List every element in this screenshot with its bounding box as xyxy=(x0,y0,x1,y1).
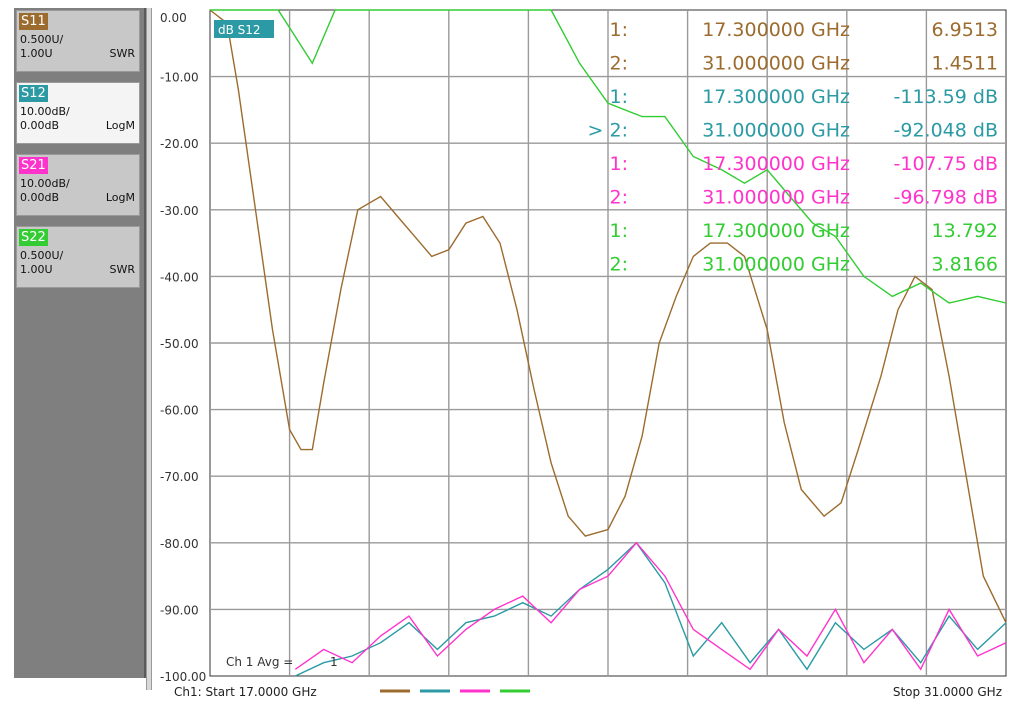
marker-index: 1: xyxy=(610,86,629,108)
trace-scale-s11: 0.500U/ xyxy=(20,33,64,46)
trace-line-s12 xyxy=(295,541,1007,677)
marker-index: 2: xyxy=(610,254,629,276)
y-tick-label: -50.00 xyxy=(160,337,199,351)
average-label: Ch 1 Avg = xyxy=(226,655,293,669)
marker-value: 6.9513 xyxy=(932,19,998,41)
marker-frequency: 17.300000 GHz xyxy=(702,86,850,108)
trace-button-s22[interactable]: S22 0.500U/ 1.00U SWR xyxy=(16,226,140,288)
marker-frequency: 31.000000 GHz xyxy=(702,120,850,142)
y-tick-label: -30.00 xyxy=(160,204,199,218)
marker-index: 1: xyxy=(610,153,629,175)
trace-name-s11: S11 xyxy=(19,13,48,30)
marker-value: -96.798 dB xyxy=(894,187,998,209)
trace-lines xyxy=(209,9,1007,677)
marker-value: 13.792 xyxy=(932,220,998,242)
trace-ref-s12: 0.00dB xyxy=(20,119,60,132)
marker-frequency: 31.000000 GHz xyxy=(702,53,850,75)
marker-frequency: 17.300000 GHz xyxy=(702,220,850,242)
marker-index: 2: xyxy=(610,53,629,75)
trace-format-s21: LogM xyxy=(105,191,135,204)
y-tick-label: -100.00 xyxy=(160,670,206,684)
stop-frequency: Stop 31.0000 GHz xyxy=(893,685,1002,699)
active-trace-badge xyxy=(214,20,274,38)
panel-divider[interactable] xyxy=(146,8,152,690)
trace-line-s21 xyxy=(294,541,1007,671)
trace-button-s21[interactable]: S21 10.00dB/ 0.00dB LogM xyxy=(16,154,140,216)
marker-frequency: 31.000000 GHz xyxy=(702,254,850,276)
y-tick-labels: 0.00 -10.00 -20.00 -30.00 -40.00 -50.00 -60.00… xyxy=(160,11,206,684)
trace-format-s22: SWR xyxy=(109,263,135,276)
y-tick-label: -40.00 xyxy=(160,270,199,284)
trace-scale-s22: 0.500U/ xyxy=(20,249,64,262)
marker-index: 1: xyxy=(610,19,629,41)
trace-format-s12: LogM xyxy=(105,119,135,132)
y-tick-label: -90.00 xyxy=(160,603,199,617)
trace-ref-s21: 0.00dB xyxy=(20,191,60,204)
marker-index: 1: xyxy=(610,220,629,242)
marker-frequency: 17.300000 GHz xyxy=(702,19,850,41)
average-value: 1 xyxy=(330,655,338,669)
marker-value: 3.8166 xyxy=(932,254,998,276)
marker-frequency: 31.000000 GHz xyxy=(702,187,850,209)
marker-value: -92.048 dB xyxy=(894,120,998,142)
trace-name-s22: S22 xyxy=(19,229,48,246)
trace-line-s11 xyxy=(209,9,1007,624)
start-frequency: Ch1: Start 17.0000 GHz xyxy=(174,685,317,699)
trace-ref-s11: 1.00U xyxy=(20,47,53,60)
trace-line-s22 xyxy=(210,9,1007,304)
y-tick-label: -60.00 xyxy=(160,404,199,418)
grid xyxy=(209,9,1007,677)
status-bar: Ch1: Start 17.0000 GHz Stop 31.0000 GHz xyxy=(174,685,1002,699)
y-tick-label: 0.00 xyxy=(160,11,187,25)
trace-scale-s12: 10.00dB/ xyxy=(20,105,70,118)
trace-button-s12[interactable]: S12 10.00dB/ 0.00dB LogM xyxy=(16,82,140,144)
trace-format-s11: SWR xyxy=(109,47,135,60)
trace-panel: S11 0.500U/ 1.00U SWR S12 10.00dB/ 0.00d… xyxy=(14,8,146,678)
marker-index: 2: xyxy=(610,187,629,209)
trace-ref-s22: 1.00U xyxy=(20,263,53,276)
y-tick-label: -20.00 xyxy=(160,137,199,151)
marker-value: -107.75 dB xyxy=(894,153,998,175)
marker-value: -113.59 dB xyxy=(894,86,998,108)
y-tick-label: -10.00 xyxy=(160,71,199,85)
marker-index: > 2: xyxy=(588,120,628,142)
marker-readout: 1: 17.300000 GHz 6.9513 2: 31.000000 GHz 1.45… xyxy=(588,19,998,276)
marker-value: 1.4511 xyxy=(932,53,998,75)
trace-button-s11[interactable]: S11 0.500U/ 1.00U SWR xyxy=(16,10,140,72)
trace-name-s12: S12 xyxy=(19,85,48,102)
y-tick-label: -80.00 xyxy=(160,537,199,551)
trace-name-s21: S21 xyxy=(19,157,48,174)
marker-frequency: 17.300000 GHz xyxy=(702,153,850,175)
trace-scale-s21: 10.00dB/ xyxy=(20,177,70,190)
y-tick-label: -70.00 xyxy=(160,470,199,484)
active-trace-label: dB S12 xyxy=(218,23,261,37)
